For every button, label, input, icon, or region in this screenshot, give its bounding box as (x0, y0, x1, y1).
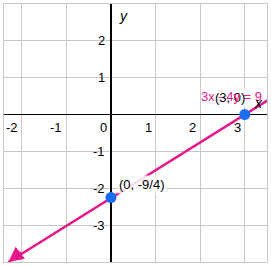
svg-text:-1: -1 (93, 144, 105, 159)
svg-text:y: y (119, 8, 128, 24)
svg-text:1: 1 (98, 70, 105, 85)
svg-text:x: x (254, 95, 263, 111)
svg-text:2: 2 (189, 120, 196, 135)
svg-text:2: 2 (98, 33, 105, 48)
svg-text:-1: -1 (50, 120, 62, 135)
svg-text:-2: -2 (93, 181, 105, 196)
svg-text:(3, 0): (3, 0) (215, 90, 245, 105)
svg-text:0: 0 (100, 120, 107, 135)
svg-text:(0, -9/4): (0, -9/4) (119, 177, 165, 192)
svg-text:3: 3 (234, 120, 241, 135)
svg-text:-2: -2 (6, 120, 18, 135)
svg-text:-3: -3 (93, 218, 105, 233)
svg-text:3x - 4y = 9: 3x - 4y = 9 (201, 89, 262, 104)
svg-text:1: 1 (145, 120, 152, 135)
